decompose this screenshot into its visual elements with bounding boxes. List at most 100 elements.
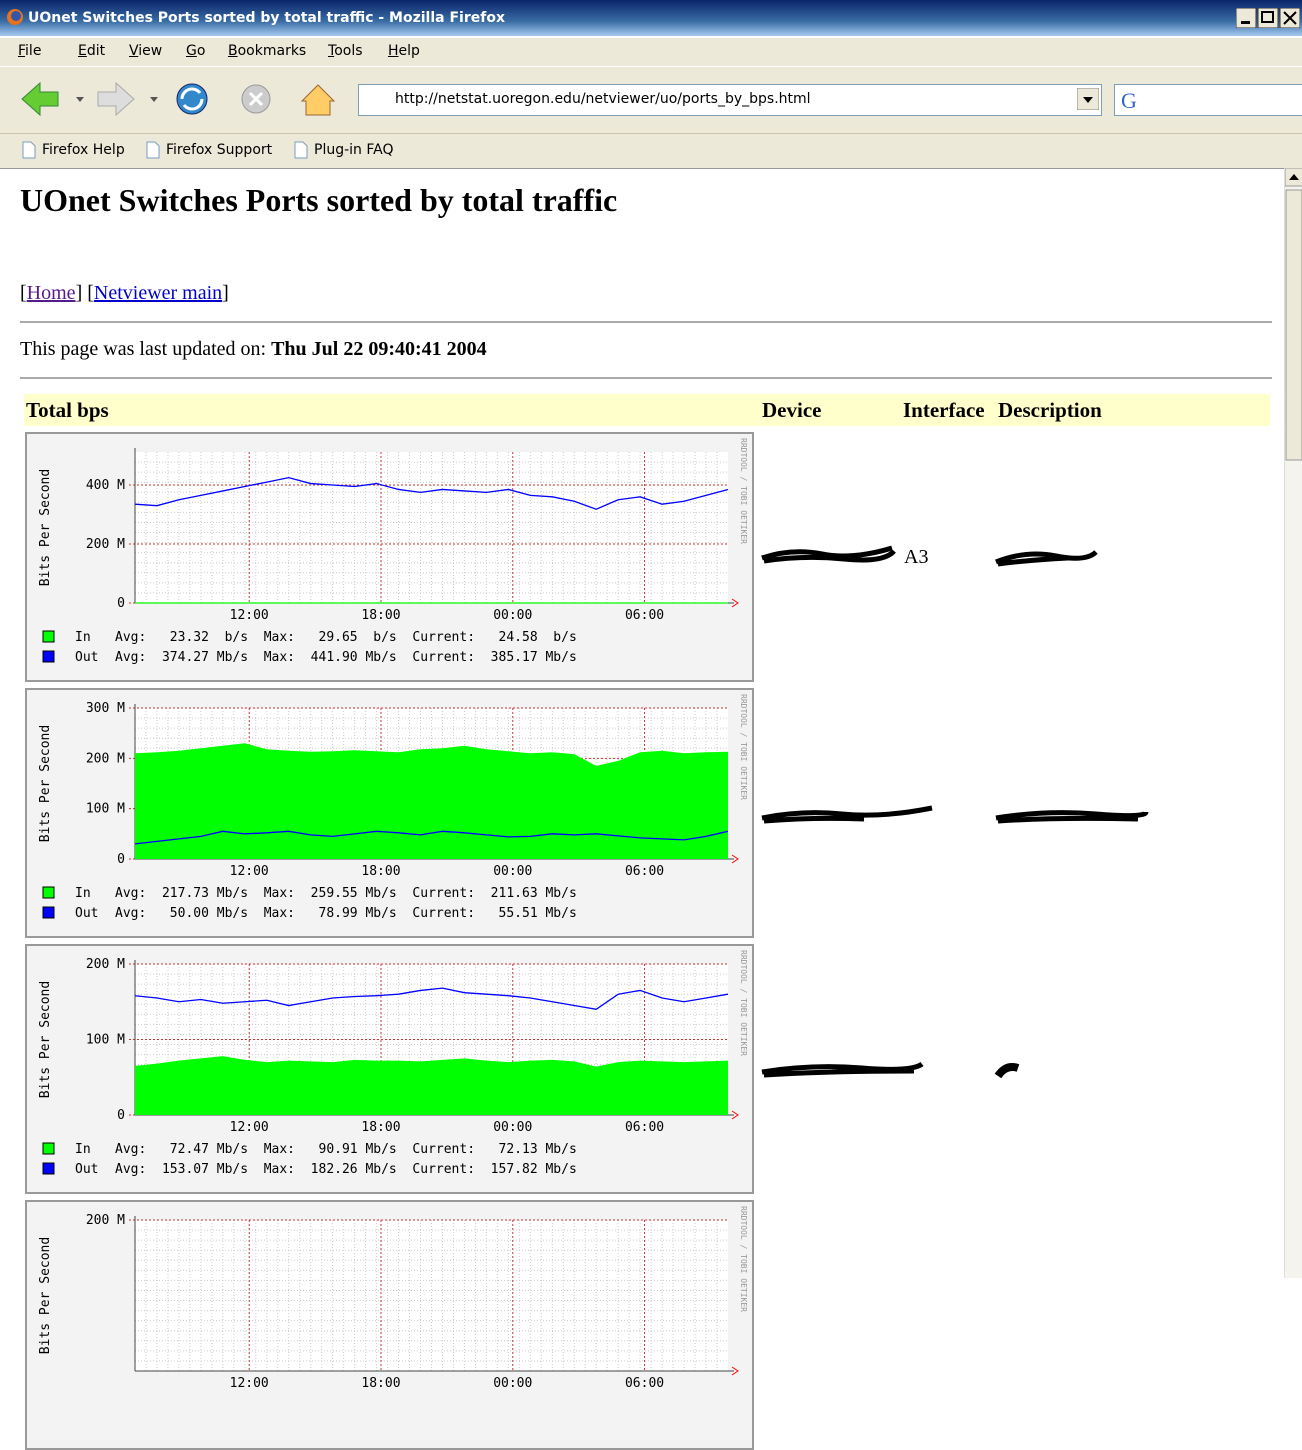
legend-stats: Avg: 23.32 b/s Max: 29.65 b/s Current: 2… bbox=[115, 630, 577, 645]
update-time: Thu Jul 22 09:40:41 2004 bbox=[271, 338, 487, 360]
legend-name: In bbox=[75, 1142, 91, 1157]
legend-swatch bbox=[43, 631, 54, 642]
bookmarks-toolbar: Firefox Help Firefox Support Plug-in FAQ bbox=[0, 133, 1302, 169]
y-tick-label: 0 bbox=[117, 1108, 125, 1123]
svg-text:G: G bbox=[1121, 88, 1137, 113]
bracket: ] bbox=[222, 282, 229, 304]
y-tick-label: 200 M bbox=[86, 1213, 125, 1228]
x-tick-label: 06:00 bbox=[625, 1120, 664, 1135]
column-header: Interface bbox=[903, 398, 985, 423]
nav-toolbar: http://netstat.uoregon.edu/netviewer/uo/… bbox=[0, 66, 1302, 133]
legend-swatch bbox=[43, 1163, 54, 1174]
area-series bbox=[135, 743, 728, 859]
column-header: Total bps bbox=[26, 398, 109, 423]
update-label: This page was last updated on: bbox=[20, 338, 266, 360]
update-line: This page was last updated on: Thu Jul 2… bbox=[20, 338, 487, 361]
y-axis-label: Bits Per Second bbox=[38, 469, 53, 586]
redacted-cells bbox=[756, 538, 1176, 1098]
x-tick-label: 00:00 bbox=[493, 608, 532, 623]
legend-stats: Avg: 374.27 Mb/s Max: 441.90 Mb/s Curren… bbox=[115, 650, 577, 665]
rrd-graph: 12:00 18:00 00:00 06:00 0 200 M 400 M Bits Per … bbox=[25, 432, 754, 682]
bookmark-label: Plug-in FAQ bbox=[314, 142, 393, 158]
url-bar[interactable]: http://netstat.uoregon.edu/netviewer/uo/… bbox=[358, 84, 1102, 116]
device-name: A3 bbox=[904, 546, 928, 569]
window-title: UOnet Switches Ports sorted by total tra… bbox=[28, 10, 505, 26]
legend-name: Out bbox=[75, 650, 98, 665]
legend-swatch bbox=[43, 907, 54, 918]
menu-item[interactable]: Tools bbox=[328, 43, 363, 59]
x-tick-label: 18:00 bbox=[361, 1120, 400, 1135]
bracket: [ bbox=[20, 282, 27, 304]
y-tick-label: 100 M bbox=[86, 1033, 125, 1048]
x-tick-label: 00:00 bbox=[493, 1120, 532, 1135]
bookmark[interactable]: Plug-in FAQ bbox=[294, 141, 393, 159]
scrollbar[interactable] bbox=[1284, 168, 1302, 1278]
y-tick-label: 0 bbox=[117, 596, 125, 611]
divider bbox=[20, 377, 1272, 379]
area-series bbox=[135, 1056, 728, 1115]
x-tick-label: 12:00 bbox=[230, 1376, 269, 1391]
menu-bar: File Edit View Go Bookmarks Tools Help bbox=[0, 38, 1302, 66]
legend-swatch bbox=[43, 1143, 54, 1154]
x-tick-label: 06:00 bbox=[625, 608, 664, 623]
legend-stats: Avg: 50.00 Mb/s Max: 78.99 Mb/s Current:… bbox=[115, 906, 577, 921]
y-tick-label: 200 M bbox=[86, 751, 125, 766]
watermark: RRDTOOL / TOBI OETIKER bbox=[739, 438, 748, 544]
legend-name: In bbox=[75, 630, 91, 645]
y-axis-label: Bits Per Second bbox=[38, 725, 53, 842]
menu-item[interactable]: File bbox=[18, 43, 41, 59]
column-header: Description bbox=[998, 398, 1102, 423]
x-tick-label: 06:00 bbox=[625, 1376, 664, 1391]
column-header: Device bbox=[762, 398, 821, 423]
x-tick-label: 18:00 bbox=[361, 864, 400, 879]
menu-item[interactable]: Bookmarks bbox=[228, 43, 306, 59]
menu-item[interactable]: Help bbox=[388, 43, 420, 59]
y-tick-label: 400 M bbox=[86, 478, 125, 493]
x-tick-label: 18:00 bbox=[361, 608, 400, 623]
watermark: RRDTOOL / TOBI OETIKER bbox=[739, 950, 748, 1056]
url-text: http://netstat.uoregon.edu/netviewer/uo/… bbox=[395, 91, 811, 107]
divider bbox=[20, 321, 1272, 323]
title-bar: UOnet Switches Ports sorted by total tra… bbox=[0, 0, 1302, 36]
y-tick-label: 100 M bbox=[86, 802, 125, 817]
home-link[interactable]: Home bbox=[27, 282, 76, 304]
menu-item[interactable]: Edit bbox=[78, 43, 105, 59]
bookmark[interactable]: Firefox Help bbox=[22, 141, 125, 159]
legend-name: Out bbox=[75, 906, 98, 921]
search-box[interactable]: G bbox=[1114, 84, 1302, 116]
watermark: RRDTOOL / TOBI OETIKER bbox=[739, 694, 748, 800]
x-tick-label: 06:00 bbox=[625, 864, 664, 879]
y-axis-label: Bits Per Second bbox=[38, 1237, 53, 1354]
page-content: UOnet Switches Ports sorted by total tra… bbox=[0, 168, 1284, 1278]
x-tick-label: 00:00 bbox=[493, 864, 532, 879]
menu-item[interactable]: View bbox=[129, 43, 162, 59]
window-controls[interactable] bbox=[1236, 8, 1300, 28]
legend-stats: Avg: 217.73 Mb/s Max: 259.55 Mb/s Curren… bbox=[115, 886, 577, 901]
y-tick-label: 200 M bbox=[86, 537, 125, 552]
bookmark-label: Firefox Support bbox=[166, 142, 272, 158]
page-heading: UOnet Switches Ports sorted by total tra… bbox=[20, 182, 617, 219]
legend-stats: Avg: 153.07 Mb/s Max: 182.26 Mb/s Curren… bbox=[115, 1162, 577, 1177]
legend-swatch bbox=[43, 887, 54, 898]
legend-swatch bbox=[43, 651, 54, 662]
y-axis-label: Bits Per Second bbox=[38, 981, 53, 1098]
y-tick-label: 300 M bbox=[86, 701, 125, 716]
legend-name: In bbox=[75, 886, 91, 901]
y-tick-label: 200 M bbox=[86, 957, 125, 972]
bracket: ] [ bbox=[76, 282, 94, 304]
browser-window: UOnet Switches Ports sorted by total tra… bbox=[0, 0, 1302, 1278]
nav-links: [Home] [Netviewer main] bbox=[20, 282, 229, 305]
x-tick-label: 18:00 bbox=[361, 1376, 400, 1391]
legend-name: Out bbox=[75, 1162, 98, 1177]
x-tick-label: 12:00 bbox=[230, 608, 269, 623]
menu-item[interactable]: Go bbox=[186, 43, 205, 59]
bookmark[interactable]: Firefox Support bbox=[146, 141, 272, 159]
bookmark-label: Firefox Help bbox=[42, 142, 125, 158]
watermark: RRDTOOL / TOBI OETIKER bbox=[739, 1206, 748, 1312]
nav-buttons[interactable] bbox=[14, 77, 354, 121]
netviewer-link[interactable]: Netviewer main bbox=[94, 282, 222, 304]
x-tick-label: 12:00 bbox=[230, 864, 269, 879]
